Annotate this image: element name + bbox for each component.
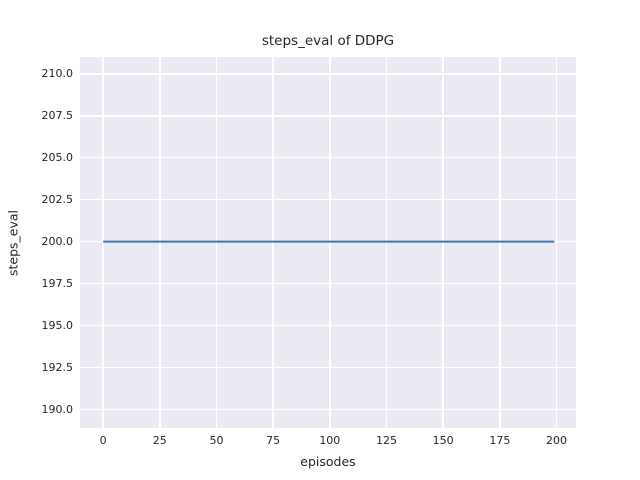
plot-area	[80, 57, 576, 428]
x-tick-label: 0	[99, 434, 107, 447]
y-gridline	[80, 156, 576, 159]
y-tick-label: 207.5	[41, 108, 74, 122]
y-gridline	[80, 115, 576, 117]
y-tick-label: 200.0	[41, 234, 74, 248]
y-gridline	[80, 73, 576, 75]
y-tick-label: 202.5	[41, 192, 74, 206]
y-gridline	[80, 408, 576, 411]
x-tick-label: 75	[266, 434, 281, 447]
y-tick-label: 210.0	[41, 66, 74, 80]
y-gridline	[80, 366, 576, 369]
y-gridline	[80, 198, 576, 201]
y-tick-label: 195.0	[41, 318, 74, 332]
x-tick-label: 150	[432, 434, 454, 447]
y-tick-label: 197.5	[41, 276, 74, 290]
x-tick-label: 175	[489, 434, 511, 447]
x-tick-label: 125	[375, 434, 397, 447]
x-tick-label: 200	[546, 434, 567, 447]
y-axis-label: steps_eval	[5, 209, 21, 277]
x-gridline	[102, 57, 104, 428]
y-tick-label: 205.0	[41, 150, 74, 164]
y-gridline	[80, 282, 576, 285]
y-tick-label: 192.5	[41, 360, 74, 374]
y-tick-label: 190.0	[41, 402, 74, 416]
x-tick-label: 100	[319, 434, 341, 447]
x-gridline	[555, 57, 558, 428]
x-axis-label: episodes	[300, 454, 356, 469]
y-gridline	[80, 324, 576, 327]
x-tick-label: 25	[152, 434, 167, 447]
series-layer	[103, 240, 555, 243]
x-tick-label: 50	[209, 434, 224, 447]
chart-title: steps_eval of DDPG	[261, 33, 395, 49]
